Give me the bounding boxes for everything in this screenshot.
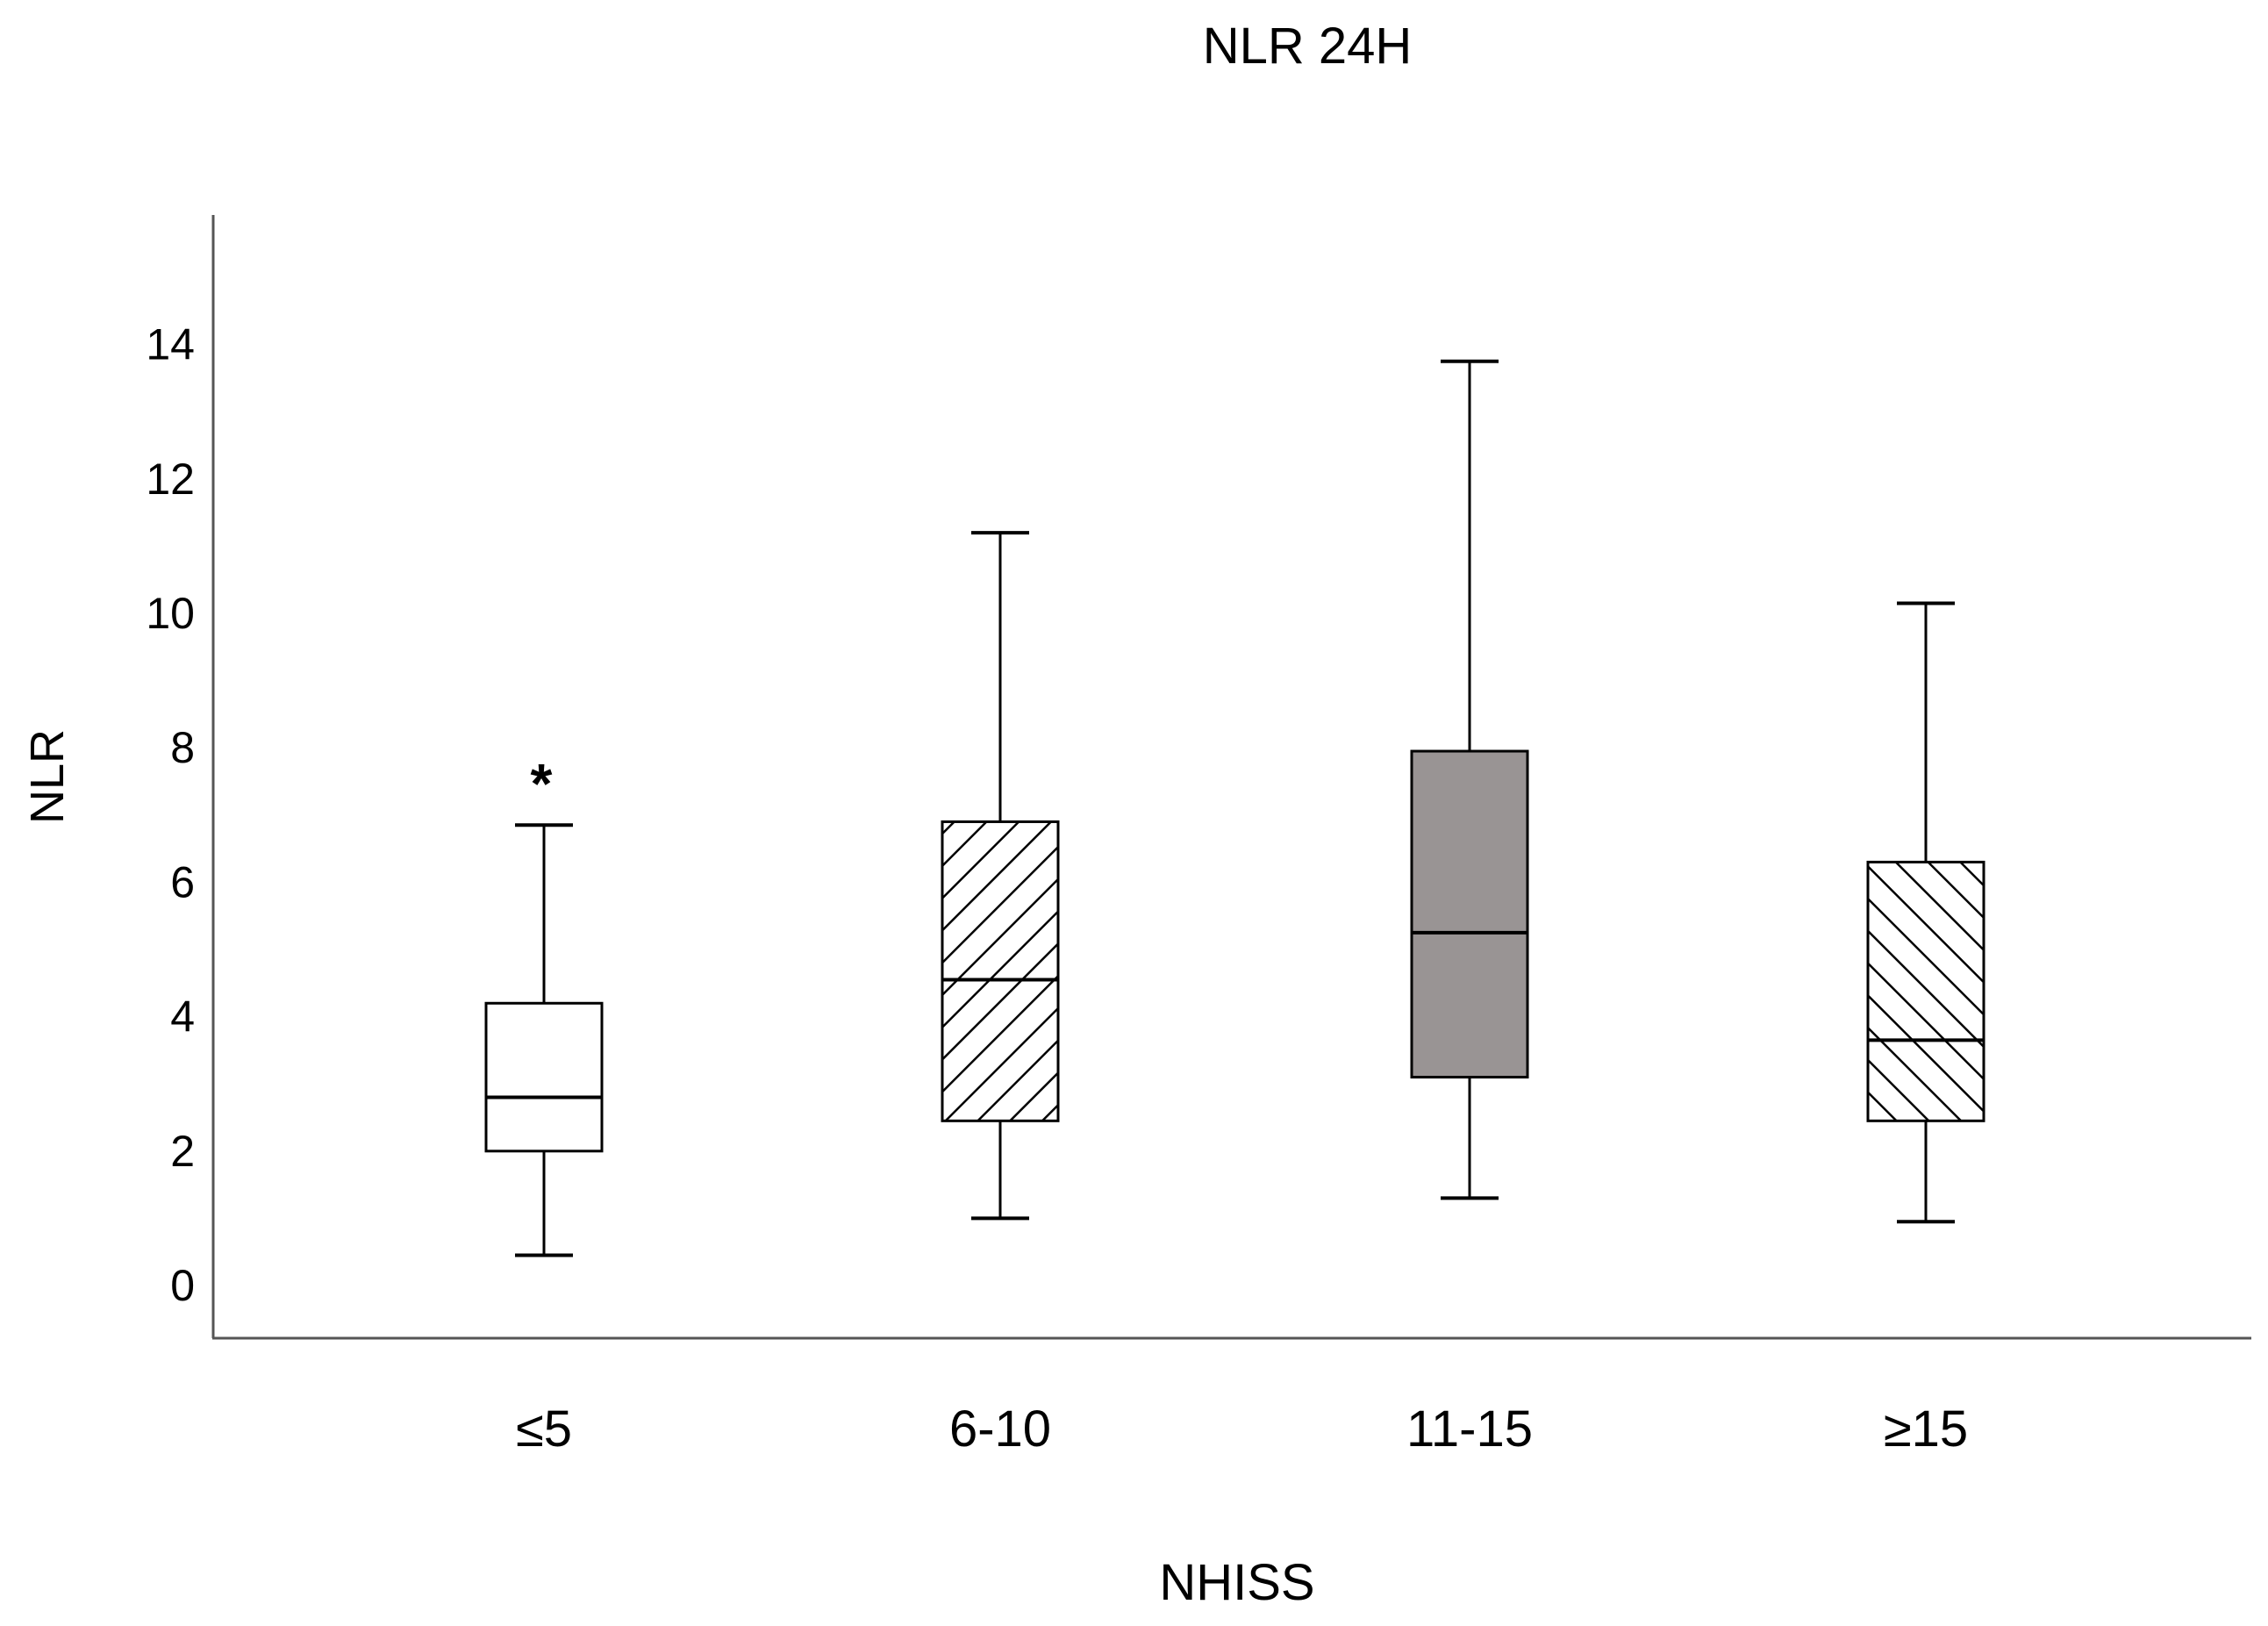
y-tick-label: 8 [170, 723, 195, 772]
y-tick-label: 4 [170, 992, 195, 1042]
y-tick-label: 12 [146, 455, 195, 504]
y-tick-label: 6 [170, 857, 195, 906]
iqr-box [1410, 749, 1529, 1079]
x-tick-labels: ≤5 6-10 11-15 ≥15 [516, 1400, 1968, 1458]
iqr-box [484, 1001, 604, 1153]
iqr-box [1866, 860, 1985, 1122]
chart-title: NLR 24H [1203, 18, 1413, 75]
box-2 [941, 531, 1060, 1221]
y-tick-label: 14 [146, 320, 195, 369]
x-tick-label: 11-15 [1406, 1400, 1533, 1458]
boxes-group: * [484, 359, 1985, 1257]
x-axis-label: NHISS [1159, 1554, 1314, 1611]
x-tick-label: 6-10 [949, 1400, 1051, 1458]
outlier-point: * [531, 752, 553, 815]
box-1: * [484, 752, 604, 1257]
y-tick-label: 2 [170, 1127, 195, 1176]
box-4 [1866, 601, 1985, 1224]
y-tick-label: 0 [170, 1261, 195, 1310]
y-tick-label: 10 [146, 589, 195, 638]
x-tick-label: ≤5 [516, 1400, 572, 1458]
iqr-box [941, 820, 1060, 1122]
box-3 [1410, 359, 1529, 1200]
x-tick-label: ≥15 [1884, 1400, 1968, 1458]
y-axis-label: NLR [21, 729, 74, 824]
y-tick-labels: 0 2 4 6 8 10 12 14 [146, 320, 195, 1310]
